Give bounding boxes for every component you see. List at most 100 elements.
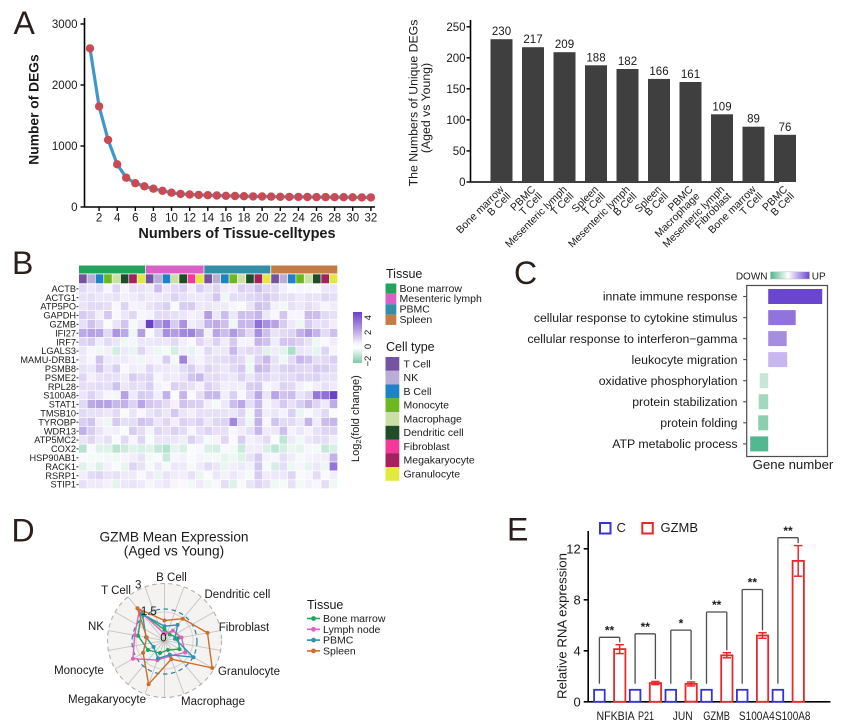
svg-text:NK: NK [88, 621, 104, 633]
svg-text:Gene number: Gene number [753, 457, 834, 472]
svg-text:Macrophage: Macrophage [181, 696, 245, 708]
svg-text:HSP90AB1: HSP90AB1 [30, 453, 76, 463]
svg-text:0: 0 [160, 633, 166, 645]
svg-text:RPL28: RPL28 [48, 382, 76, 392]
svg-text:100: 100 [446, 115, 465, 127]
svg-text:protein stabilization: protein stabilization [632, 395, 737, 409]
svg-text:109: 109 [712, 101, 731, 113]
svg-text:cellular response to interfero: cellular response to interferon−gamma [527, 332, 737, 346]
svg-text:**: ** [783, 524, 793, 538]
svg-text:89: 89 [747, 114, 760, 126]
svg-text:Megakaryocyte: Megakaryocyte [68, 694, 146, 706]
svg-text:0: 0 [363, 344, 374, 349]
svg-text:Bone marrow: Bone marrow [323, 613, 386, 625]
svg-text:Numbers of Tissue-celltypes: Numbers of Tissue-celltypes [138, 226, 335, 242]
svg-text:PBMC: PBMC [400, 304, 431, 316]
svg-text:ACTG1: ACTG1 [45, 293, 76, 303]
svg-text:Megakaryocyte: Megakaryocyte [404, 455, 475, 467]
svg-text:C: C [617, 520, 626, 535]
svg-text:PBMC: PBMC [323, 635, 354, 647]
svg-text:Dendritic cell: Dendritic cell [204, 589, 270, 601]
svg-text:166: 166 [649, 66, 668, 78]
svg-text:8: 8 [150, 213, 156, 225]
svg-text:ATP5MC2: ATP5MC2 [34, 435, 76, 445]
svg-text:28: 28 [328, 213, 341, 225]
svg-text:12: 12 [183, 213, 196, 225]
svg-text:4: 4 [363, 315, 374, 320]
svg-text:Granulocyte: Granulocyte [404, 468, 461, 480]
svg-text:STAT1: STAT1 [49, 400, 76, 410]
svg-text:TYROBP: TYROBP [38, 417, 76, 427]
svg-text:The Numbers of Unique DEGs: The Numbers of Unique DEGs [407, 20, 421, 187]
svg-text:250: 250 [446, 22, 465, 34]
svg-text:Fibroblast: Fibroblast [219, 622, 270, 634]
svg-text:Dendritic cell: Dendritic cell [404, 427, 464, 439]
svg-text:PSMB8: PSMB8 [45, 364, 76, 374]
svg-text:cellular response to cytokine: cellular response to cytokine stimulus [534, 311, 738, 325]
svg-text:**: ** [641, 620, 651, 634]
svg-text:RACK1: RACK1 [45, 462, 76, 472]
svg-text:E: E [507, 512, 528, 548]
svg-text:GZMB: GZMB [49, 319, 76, 329]
svg-text:innate immune response: innate immune response [603, 290, 738, 304]
svg-text:B Cell: B Cell [156, 572, 187, 584]
svg-text:182: 182 [618, 56, 637, 68]
svg-text:C: C [514, 255, 537, 291]
svg-text:TMSB10: TMSB10 [40, 408, 76, 418]
svg-text:T Cell: T Cell [404, 358, 431, 370]
svg-text:0: 0 [71, 202, 77, 214]
svg-text:IRF7: IRF7 [56, 337, 76, 347]
svg-text:WDR13: WDR13 [44, 426, 76, 436]
svg-text:S100A8: S100A8 [43, 391, 76, 401]
svg-text:20: 20 [256, 213, 269, 225]
svg-text:P21: P21 [638, 709, 654, 723]
svg-text:S100A8: S100A8 [775, 709, 811, 723]
svg-text:6: 6 [132, 213, 138, 225]
svg-text:B: B [12, 245, 33, 281]
svg-text:4: 4 [573, 643, 580, 658]
svg-text:protein folding: protein folding [660, 416, 737, 430]
svg-text:Log2(fold change): Log2(fold change) [350, 375, 363, 462]
svg-text:Mesenteric lymph: Mesenteric lymph [400, 293, 482, 305]
svg-text:Fibroblast: Fibroblast [404, 441, 450, 453]
svg-text:**: ** [605, 623, 615, 637]
svg-text:D: D [12, 513, 35, 549]
svg-text:150: 150 [446, 84, 465, 96]
svg-text:30: 30 [346, 213, 359, 225]
svg-text:−2: −2 [363, 356, 374, 367]
svg-text:LGALS3: LGALS3 [41, 346, 76, 356]
svg-text:50: 50 [453, 146, 466, 158]
svg-text:ATP5PO: ATP5PO [40, 302, 76, 312]
svg-text:GZMB Mean Expression: GZMB Mean Expression [99, 530, 248, 545]
svg-text:4: 4 [114, 213, 121, 225]
svg-text:3000: 3000 [52, 19, 78, 31]
svg-text:Bone marrow: Bone marrow [400, 283, 463, 295]
svg-text:RSRP1: RSRP1 [45, 471, 76, 481]
svg-text:STIP1: STIP1 [50, 480, 76, 490]
svg-text:GZMB: GZMB [661, 520, 699, 535]
svg-text:209: 209 [555, 39, 574, 51]
svg-text:GZMB: GZMB [703, 709, 730, 723]
svg-text:**: ** [712, 598, 722, 612]
svg-text:A: A [14, 5, 36, 41]
svg-text:200: 200 [446, 53, 465, 65]
svg-text:PSME2: PSME2 [45, 373, 76, 383]
svg-text:S100A4: S100A4 [739, 709, 775, 723]
svg-text:217: 217 [523, 34, 542, 46]
svg-text:*: * [679, 616, 684, 630]
svg-text:leukocyte migration: leukocyte migration [632, 353, 738, 367]
svg-text:COX2: COX2 [51, 444, 76, 454]
svg-text:(Aged vs Young): (Aged vs Young) [124, 544, 224, 559]
svg-text:oxidative phosphorylation: oxidative phosphorylation [599, 374, 738, 388]
svg-text:(Aged vs Young): (Aged vs Young) [419, 63, 433, 153]
svg-text:Spleen: Spleen [323, 645, 356, 657]
svg-text:0: 0 [459, 177, 465, 189]
svg-text:12: 12 [566, 541, 580, 556]
svg-text:8: 8 [573, 592, 580, 607]
svg-text:**: ** [748, 576, 758, 590]
svg-text:UP: UP [812, 272, 826, 283]
svg-text:2: 2 [363, 330, 374, 335]
svg-text:Monocyte: Monocyte [404, 400, 450, 412]
svg-text:NK: NK [404, 372, 419, 384]
svg-text:Granulocyte: Granulocyte [218, 666, 280, 678]
